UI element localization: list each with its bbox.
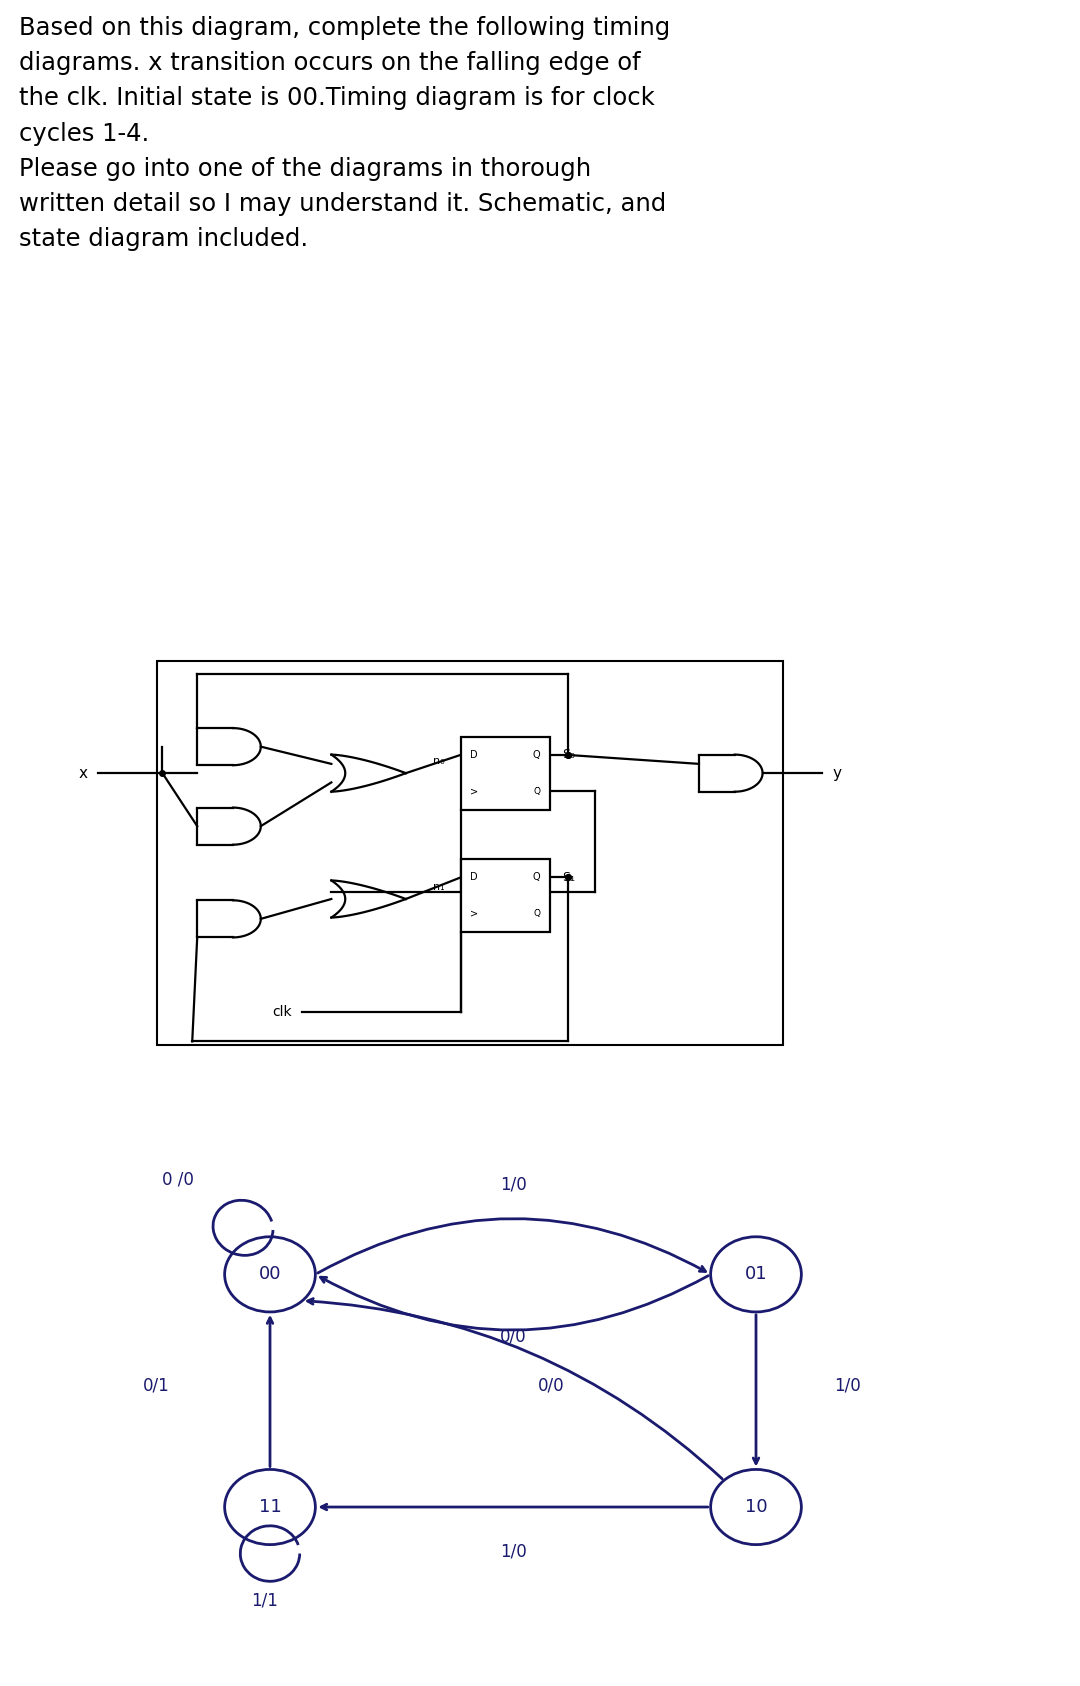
Text: the clk. Initial state is 00.Timing diagram is for clock: the clk. Initial state is 00.Timing diag… xyxy=(19,86,656,111)
Bar xyxy=(460,860,550,932)
Text: y: y xyxy=(832,765,841,781)
Text: 10: 10 xyxy=(745,1499,767,1516)
Text: n₁: n₁ xyxy=(433,882,445,892)
Text: D: D xyxy=(471,750,478,760)
Text: >: > xyxy=(471,786,478,796)
Text: written detail so I may understand it. Schematic, and: written detail so I may understand it. S… xyxy=(19,192,666,216)
Text: Q: Q xyxy=(532,872,540,882)
Text: cycles 1-4.: cycles 1-4. xyxy=(19,121,150,145)
Text: 0 /0: 0 /0 xyxy=(162,1170,194,1189)
Text: Q̄: Q̄ xyxy=(534,909,540,919)
Text: Please go into one of the diagrams in thorough: Please go into one of the diagrams in th… xyxy=(19,157,592,180)
Text: 0/0: 0/0 xyxy=(538,1377,564,1394)
Text: x: x xyxy=(79,765,87,781)
Text: 1/0: 1/0 xyxy=(835,1377,861,1394)
Text: clk: clk xyxy=(272,1005,292,1018)
Text: n₀: n₀ xyxy=(433,757,445,765)
Text: 1/0: 1/0 xyxy=(500,1175,526,1194)
Text: 1/0: 1/0 xyxy=(500,1543,526,1560)
Text: S₁: S₁ xyxy=(562,872,575,883)
Text: 01: 01 xyxy=(745,1266,767,1283)
Text: 1/1: 1/1 xyxy=(252,1592,278,1610)
Text: 0/1: 0/1 xyxy=(144,1377,170,1394)
Text: Q̄: Q̄ xyxy=(534,787,540,796)
Text: >: > xyxy=(471,909,478,919)
Text: D: D xyxy=(471,872,478,882)
Text: 00: 00 xyxy=(259,1266,281,1283)
Text: diagrams. x transition occurs on the falling edge of: diagrams. x transition occurs on the fal… xyxy=(19,51,642,76)
Text: 0/0: 0/0 xyxy=(500,1327,526,1345)
Text: Q: Q xyxy=(532,750,540,760)
Text: state diagram included.: state diagram included. xyxy=(19,228,309,251)
Text: S₀: S₀ xyxy=(562,749,575,762)
Bar xyxy=(158,661,783,1045)
Text: 11: 11 xyxy=(258,1499,282,1516)
Bar xyxy=(460,737,550,809)
Text: Based on this diagram, complete the following timing: Based on this diagram, complete the foll… xyxy=(19,15,671,40)
